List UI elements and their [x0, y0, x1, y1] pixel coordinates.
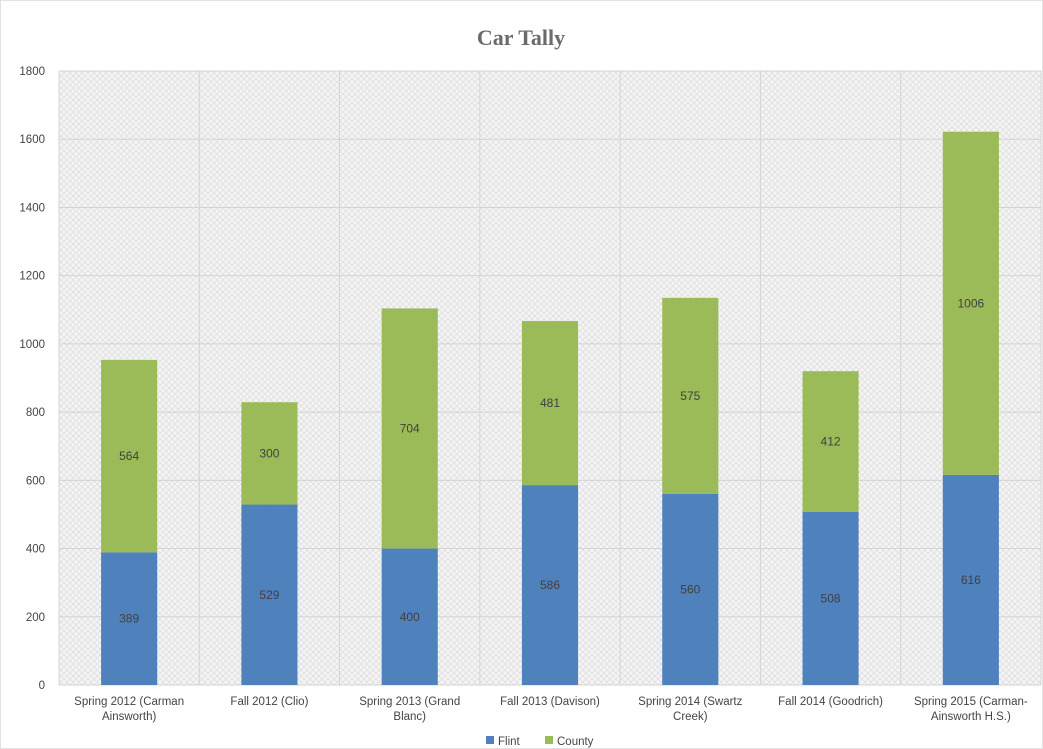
bar-flint-0	[101, 552, 158, 685]
y-tick-label: 800	[26, 407, 45, 419]
y-tick-label: 1600	[19, 134, 45, 146]
bar-flint-6	[942, 474, 999, 685]
x-category-label: Spring 2012 (Carman Ainsworth)	[74, 696, 184, 723]
y-tick-label: 200	[26, 612, 45, 624]
bar-county-6	[942, 131, 999, 475]
data-label: 389	[119, 612, 139, 626]
data-label: 508	[821, 591, 841, 605]
bar-flint-1	[241, 504, 298, 685]
axes: 0 200 400 600 800 1000 1200 1400 1600 1800 Spring …	[19, 66, 1028, 723]
x-category-label: Fall 2013 (Davison)	[500, 696, 600, 708]
data-label: 1006	[958, 296, 985, 310]
data-label: 560	[680, 582, 700, 596]
legend-label-flint: Flint	[498, 736, 521, 748]
bars: 389 564 529 300 400 704 586 481 560 575 508 412 616 1…	[101, 131, 999, 685]
bar-county-1	[241, 402, 298, 505]
x-category-label: Fall 2014 (Goodrich)	[778, 696, 883, 708]
bar-county-3	[521, 321, 579, 486]
x-category-label: Fall 2012 (Clio)	[230, 696, 308, 708]
bar-flint-5	[802, 511, 859, 685]
legend-label-county: County	[557, 736, 594, 748]
x-category-label: Spring 2015 (Carman-Ainsworth H.S.)	[914, 696, 1028, 723]
bar-county-4	[662, 297, 719, 494]
y-tick-label: 1000	[19, 339, 45, 351]
data-label: 481	[540, 396, 560, 410]
x-category-label: Spring 2013 (Grand Blanc)	[359, 696, 460, 723]
y-tick-label: 1800	[19, 66, 45, 78]
bar-flint-2	[381, 548, 438, 685]
data-label: 586	[540, 578, 560, 592]
legend: Flint County	[486, 736, 594, 748]
y-tick-label: 1200	[19, 271, 45, 283]
data-label: 400	[400, 610, 420, 624]
legend-swatch-flint	[486, 736, 494, 744]
bar-county-2	[381, 308, 438, 549]
chart-title: Car Tally	[477, 25, 565, 50]
data-label: 575	[680, 389, 700, 403]
y-tick-label: 0	[39, 680, 45, 692]
data-label: 704	[400, 421, 420, 435]
legend-swatch-county	[545, 736, 553, 744]
y-tick-label: 600	[26, 475, 45, 487]
bar-flint-3	[521, 485, 579, 685]
bar-flint-4	[662, 493, 719, 685]
data-label: 564	[119, 449, 139, 463]
y-tick-label: 1400	[19, 202, 45, 214]
y-tick-label: 400	[26, 544, 45, 556]
x-category-label: Spring 2014 (Swartz Creek)	[638, 696, 742, 723]
data-label: 300	[259, 446, 279, 460]
bar-county-0	[101, 359, 158, 553]
data-label: 616	[961, 573, 981, 587]
bar-county-5	[802, 371, 859, 512]
data-label: 529	[259, 588, 279, 602]
data-label: 412	[821, 434, 841, 448]
